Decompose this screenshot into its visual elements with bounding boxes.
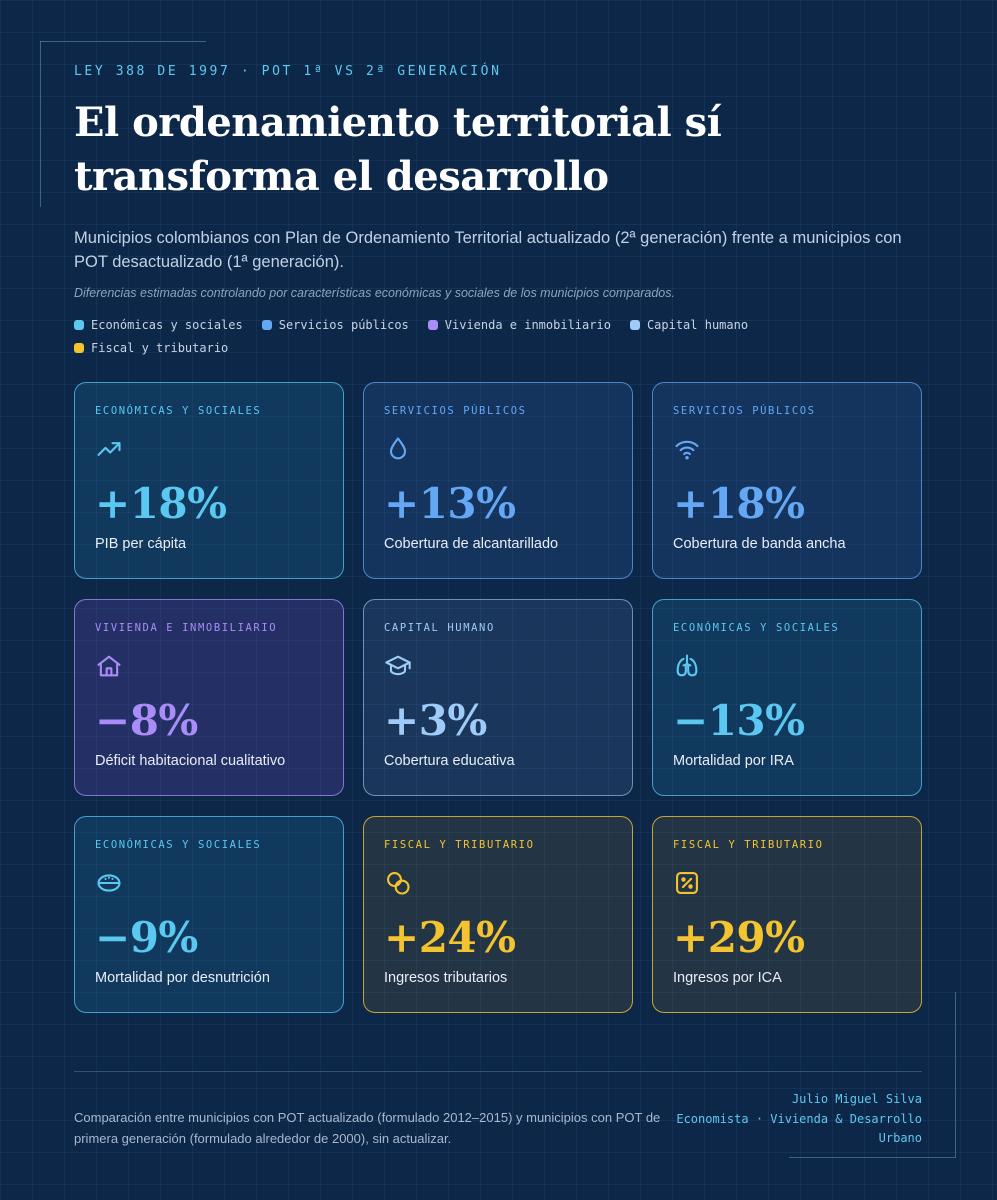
card-category: Económicas y sociales xyxy=(95,405,262,417)
card-category: Económicas y sociales xyxy=(673,622,840,634)
legend-label: Fiscal y tributario xyxy=(91,340,229,355)
corner-frame-line xyxy=(955,992,956,1158)
card-label: Mortalidad por IRA xyxy=(673,753,794,769)
card-label: Cobertura de alcantarillado xyxy=(384,536,559,552)
legend-label: Capital humano xyxy=(646,317,749,332)
card-label: Ingresos tributarios xyxy=(384,970,508,986)
card-value: +18% xyxy=(673,479,805,528)
house-icon xyxy=(95,652,123,680)
legend-label: Servicios públicos xyxy=(278,317,409,332)
author-credit: Julio Miguel Silva Economista · Vivienda… xyxy=(662,1090,922,1149)
author-role: Economista · Vivienda & Desarrollo Urban… xyxy=(676,1111,922,1146)
author-name: Julio Miguel Silva xyxy=(791,1092,922,1106)
legend-label: Económicas y sociales xyxy=(91,317,243,332)
card-label: Ingresos por ICA xyxy=(673,970,782,986)
indicator-card-pib: Económicas y sociales +18% PIB per cápit… xyxy=(74,382,344,579)
eyebrow: LEY 388 DE 1997 · POT 1ª VS 2ª GENERACIÓ… xyxy=(74,64,502,79)
legend-item-fiscal: Fiscal y tributario xyxy=(74,340,228,355)
card-category: Servicios públicos xyxy=(384,405,527,417)
card-category: Capital humano xyxy=(384,622,495,634)
legend-item-capital: Capital humano xyxy=(629,317,749,332)
legend-label: Vivienda e inmobiliario xyxy=(444,317,611,332)
card-category: Fiscal y tributario xyxy=(673,839,824,851)
card-label: PIB per cápita xyxy=(95,536,187,552)
corner-frame-line xyxy=(40,41,206,42)
legend-swatch xyxy=(629,319,640,330)
legend-item-economicas: Económicas y sociales xyxy=(74,317,243,332)
card-label: Mortalidad por desnutrición xyxy=(95,970,270,986)
card-value: −8% xyxy=(95,696,198,745)
percent-badge-icon xyxy=(673,869,701,897)
card-label: Cobertura educativa xyxy=(384,753,515,769)
card-value: −9% xyxy=(95,913,198,962)
card-value: +13% xyxy=(384,479,516,528)
indicator-card-ira: Económicas y sociales −13% Mortalidad po… xyxy=(652,599,922,796)
card-value: +24% xyxy=(384,913,516,962)
legend-swatch xyxy=(74,342,84,353)
food-bowl-icon xyxy=(95,869,123,897)
corner-frame-line xyxy=(789,1157,955,1158)
card-label: Déficit habitacional cualitativo xyxy=(95,753,286,769)
corner-frame-line xyxy=(40,41,41,207)
card-category: Servicios públicos xyxy=(673,405,816,417)
indicator-card-desnutricion: Económicas y sociales −9% Mortalidad por… xyxy=(74,816,344,1013)
lungs-icon xyxy=(673,652,701,680)
wifi-icon xyxy=(673,435,701,463)
indicator-card-tributarios: Fiscal y tributario +24% Ingresos tribut… xyxy=(363,816,633,1013)
footer-note: Comparación entre municipios con POT act… xyxy=(74,1110,661,1146)
legend-item-vivienda: Vivienda e inmobiliario xyxy=(427,317,611,332)
card-value: +18% xyxy=(95,479,227,528)
indicator-card-alcantarillado: Servicios públicos +13% Cobertura de alc… xyxy=(363,382,633,579)
method-note: Diferencias estimadas controlando por ca… xyxy=(74,286,675,300)
water-drop-icon xyxy=(384,435,412,463)
indicator-card-deficit: Vivienda e inmobiliario −8% Déficit habi… xyxy=(74,599,344,796)
trending-up-icon xyxy=(95,435,123,463)
page-title: El ordenamiento territorial sí transform… xyxy=(74,99,722,200)
legend-swatch xyxy=(261,319,272,330)
card-category: Fiscal y tributario xyxy=(384,839,535,851)
card-value: +3% xyxy=(384,696,487,745)
footer-divider xyxy=(74,1071,922,1072)
subtitle: Municipios colombianos con Plan de Orden… xyxy=(74,229,902,271)
legend-swatch xyxy=(74,319,84,330)
card-value: +29% xyxy=(673,913,805,962)
legend-item-servicios: Servicios públicos xyxy=(261,317,409,332)
card-category: Vivienda e inmobiliario xyxy=(95,622,278,634)
card-value: −13% xyxy=(673,696,805,745)
legend: Económicas y sociales Servicios públicos… xyxy=(74,317,834,355)
card-category: Económicas y sociales xyxy=(95,839,262,851)
indicator-card-ica: Fiscal y tributario +29% Ingresos por IC… xyxy=(652,816,922,1013)
indicator-grid: Económicas y sociales +18% PIB per cápit… xyxy=(74,382,922,1013)
coins-icon xyxy=(384,869,412,897)
indicator-card-banda-ancha: Servicios públicos +18% Cobertura de ban… xyxy=(652,382,922,579)
indicator-card-educacion: Capital humano +3% Cobertura educativa xyxy=(363,599,633,796)
legend-swatch xyxy=(427,319,438,330)
graduation-cap-icon xyxy=(384,652,412,680)
card-label: Cobertura de banda ancha xyxy=(673,536,846,552)
